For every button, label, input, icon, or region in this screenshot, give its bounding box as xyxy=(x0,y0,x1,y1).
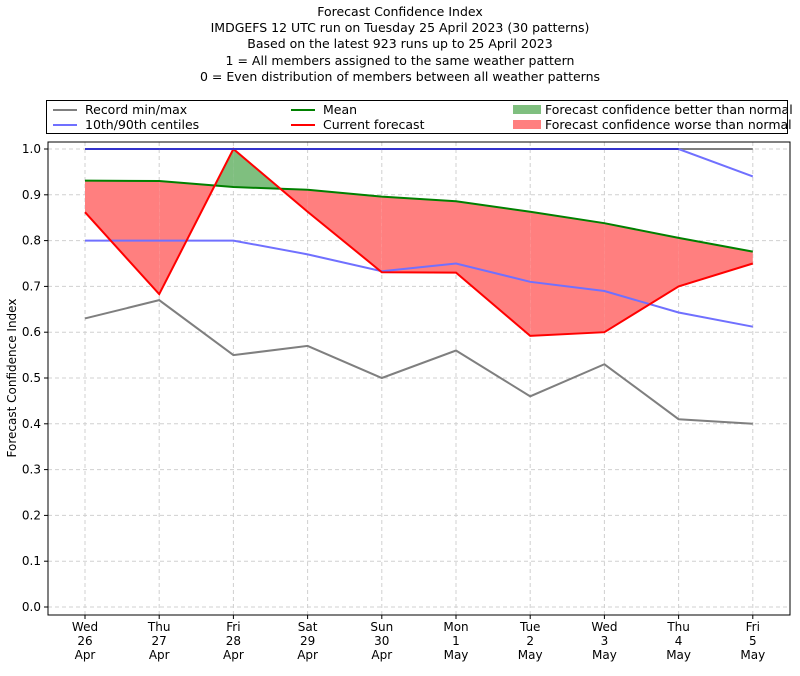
legend-label-worse: Forecast confidence worse than normal xyxy=(545,117,792,132)
legend: Record min/max 10th/90th centiles Mean C… xyxy=(46,100,793,134)
x-tick-label: Thu xyxy=(147,620,171,634)
y-tick-label: 1.0 xyxy=(22,142,41,156)
legend-swatch-better xyxy=(513,105,541,114)
x-tick-label: Tue xyxy=(519,620,541,634)
x-tick-label: Wed xyxy=(591,620,617,634)
y-tick-label: 0.0 xyxy=(22,600,41,614)
x-tick-label: Thu xyxy=(666,620,690,634)
y-tick-label: 0.8 xyxy=(22,234,41,248)
x-tick-label: 4 xyxy=(675,634,683,648)
series-mean-line xyxy=(84,179,753,253)
x-tick-label: Wed xyxy=(72,620,98,634)
x-tick-label: May xyxy=(666,648,691,662)
x-tick-label: Apr xyxy=(371,648,392,662)
y-tick-label: 0.7 xyxy=(22,279,41,293)
y-tick-label: 0.6 xyxy=(22,325,41,339)
x-tick-label: Apr xyxy=(75,648,96,662)
x-tick-label: 1 xyxy=(452,634,460,648)
legend-swatch-centiles xyxy=(53,124,77,126)
x-tick-label: 5 xyxy=(749,634,757,648)
x-tick-label: May xyxy=(592,648,617,662)
legend-label-current: Current forecast xyxy=(323,117,425,132)
x-tick-label: 2 xyxy=(526,634,534,648)
legend-swatch-current xyxy=(291,124,315,126)
fill-worse-than-normal xyxy=(307,189,382,273)
x-tick-label: Apr xyxy=(297,648,318,662)
series-90th-centile-line xyxy=(85,148,754,178)
x-tick-label: Apr xyxy=(223,648,244,662)
x-tick-label: Apr xyxy=(149,648,170,662)
x-tick-label: 27 xyxy=(152,634,167,648)
legend-label-better: Forecast confidence better than normal xyxy=(545,102,793,117)
legend-swatch-worse xyxy=(513,120,541,129)
fill-worse-than-normal xyxy=(381,196,456,273)
title-line-2: IMDGEFS 12 UTC run on Tuesday 25 April 2… xyxy=(210,20,590,36)
title-line-4: 1 = All members assigned to the same wea… xyxy=(225,52,575,68)
chart-title: Forecast Confidence Index IMDGEFS 12 UTC… xyxy=(0,4,800,85)
y-tick-label: 0.1 xyxy=(22,554,41,568)
x-tick-label: 28 xyxy=(226,634,241,648)
x-tick-label: Sat xyxy=(298,620,318,634)
x-tick-label: May xyxy=(444,648,469,662)
x-tick-label: Sun xyxy=(370,620,393,634)
x-tick-label: 30 xyxy=(374,634,389,648)
legend-swatch-record xyxy=(53,109,77,111)
legend-swatch-mean xyxy=(291,109,315,111)
x-tick-label: 3 xyxy=(601,634,609,648)
x-tick-label: Fri xyxy=(226,620,240,634)
x-tick-label: Mon xyxy=(443,620,468,634)
x-tick-label: Fri xyxy=(746,620,760,634)
y-tick-label: 0.5 xyxy=(22,371,41,385)
y-tick-label: 0.3 xyxy=(22,463,41,477)
y-tick-label: 0.4 xyxy=(22,417,41,431)
x-tick-label: May xyxy=(518,648,543,662)
series-record-min-line xyxy=(84,299,753,425)
fill-worse-than-normal xyxy=(456,201,531,336)
title-line-3: Based on the latest 923 runs up to 25 Ap… xyxy=(247,36,553,52)
fill-worse-than-normal xyxy=(604,223,679,333)
fill-worse-than-normal xyxy=(678,237,753,287)
fill-worse-than-normal xyxy=(530,211,605,336)
fill-worse-than-normal xyxy=(85,180,160,295)
series-10th-centile-line xyxy=(85,239,753,328)
title-line-5: 0 = Even distribution of members between… xyxy=(199,68,601,84)
x-tick-label: 29 xyxy=(300,634,315,648)
y-tick-label: 0.2 xyxy=(22,508,41,522)
legend-label-mean: Mean xyxy=(323,102,358,117)
title-line-1: Forecast Confidence Index xyxy=(317,4,483,19)
legend-label-record: Record min/max xyxy=(85,102,188,117)
series-current-forecast-line xyxy=(84,147,754,337)
y-tick-label: 0.9 xyxy=(22,188,41,202)
legend-label-centiles: 10th/90th centiles xyxy=(85,117,200,132)
x-tick-label: May xyxy=(740,648,765,662)
x-tick-label: 26 xyxy=(77,634,92,648)
